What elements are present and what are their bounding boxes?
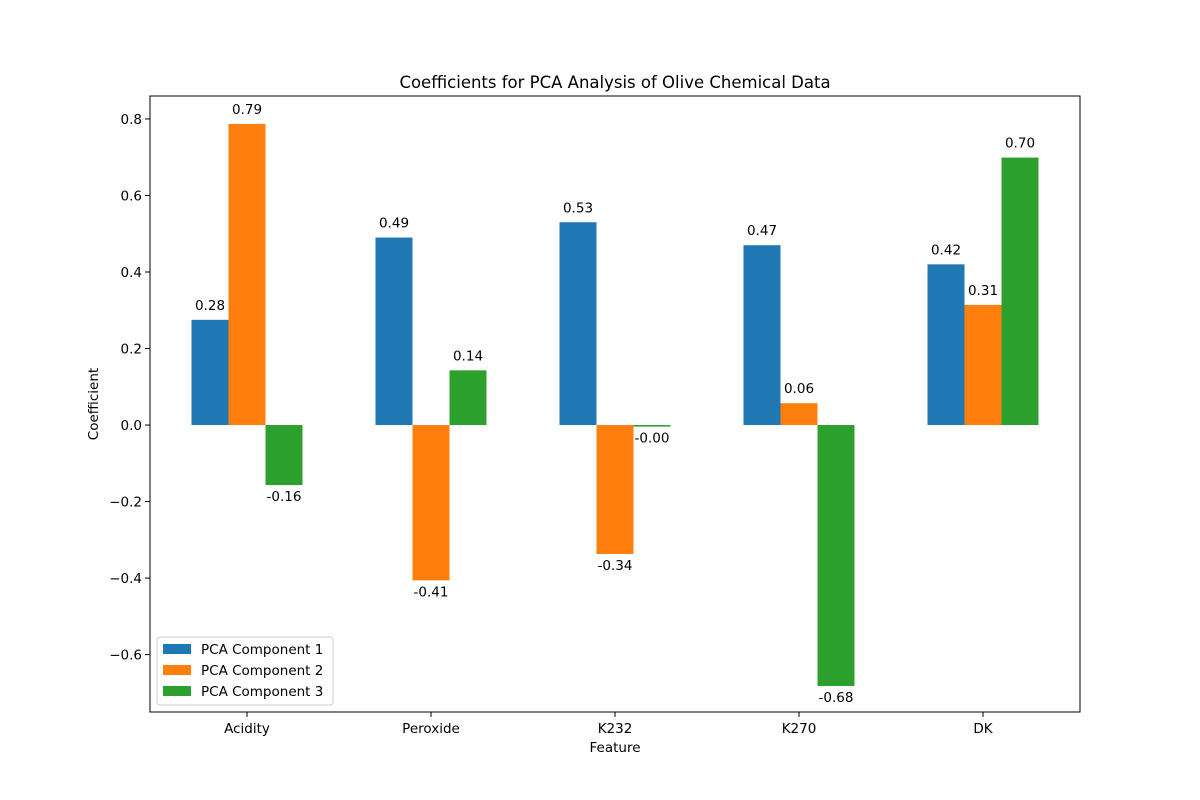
bar-value-label: -0.00: [635, 431, 670, 447]
bar-value-label: -0.68: [819, 690, 854, 706]
x-tick-label: K270: [782, 721, 817, 737]
bar-series1-k232: [559, 222, 597, 426]
bar-value-label: 0.28: [195, 298, 225, 314]
bar-value-label: 0.42: [931, 242, 961, 258]
bar-value-label: 0.47: [747, 223, 777, 239]
bar-series2-acidity: [228, 123, 266, 426]
y-tick-label: 0.0: [121, 418, 142, 434]
y-tick-label: −0.2: [109, 495, 142, 511]
x-tick-label: DK: [973, 721, 993, 737]
bar-series1-k270: [743, 245, 781, 426]
y-axis-label: Coefficient: [86, 368, 102, 440]
bar-series2-k270: [780, 403, 818, 426]
x-tick-label: Acidity: [224, 721, 270, 737]
bar-value-label: -0.16: [267, 489, 302, 505]
y-tick-label: 0.4: [121, 265, 142, 281]
legend-box: [156, 636, 334, 706]
y-tick-label: −0.6: [109, 648, 142, 664]
legend-label-series2: PCA Component 2: [201, 663, 323, 679]
plot-area: 0.28 0.49 0.53 0.47 0.42 0.79 -0.41 -0.34 0.06 0.…: [109, 102, 1039, 737]
bar-value-label: 0.14: [453, 348, 483, 364]
bar-value-label: 0.53: [563, 200, 593, 216]
bar-value-label: 0.06: [784, 381, 814, 397]
bar-series1-peroxide: [375, 237, 413, 426]
bar-series3-peroxide: [449, 370, 487, 426]
axes-frame: [149, 95, 1081, 713]
legend-swatch-series2: [163, 665, 191, 675]
bar-series3-acidity: [265, 425, 303, 486]
legend-label-series3: PCA Component 3: [201, 684, 323, 700]
bar-value-label: -0.41: [414, 584, 449, 600]
bar-series2-peroxide: [412, 425, 450, 581]
bar-series3-k270: [817, 425, 855, 686]
legend-swatch-series1: [163, 644, 191, 654]
x-tick-label: K232: [598, 721, 633, 737]
bar-series2-dk: [964, 304, 1002, 426]
x-axis-label: Feature: [589, 740, 640, 756]
y-tick-label: 0.6: [121, 188, 142, 204]
bar-value-label: 0.70: [1005, 136, 1035, 152]
legend-swatch-series3: [163, 686, 191, 696]
legend: PCA Component 1 PCA Component 2 PCA Compon…: [156, 636, 334, 706]
y-tick-label: −0.4: [109, 571, 142, 587]
bar-value-label: 0.31: [968, 283, 998, 299]
bar-series2-k232: [596, 425, 634, 554]
bar-value-label: -0.34: [598, 558, 633, 574]
bar-value-label: 0.79: [232, 102, 262, 118]
x-tick-label: Peroxide: [402, 721, 460, 737]
bar-series1-acidity: [191, 319, 229, 426]
y-tick-label: 0.8: [121, 112, 142, 128]
legend-label-series1: PCA Component 1: [201, 642, 323, 658]
bar-series3-k232: [633, 425, 671, 427]
bar-series3-dk: [1001, 157, 1039, 426]
y-tick-label: 0.2: [121, 342, 142, 358]
bar-series1-dk: [927, 264, 965, 426]
bar-value-label: 0.49: [379, 216, 409, 232]
chart-title: Coefficients for PCA Analysis of Olive C…: [399, 73, 830, 92]
